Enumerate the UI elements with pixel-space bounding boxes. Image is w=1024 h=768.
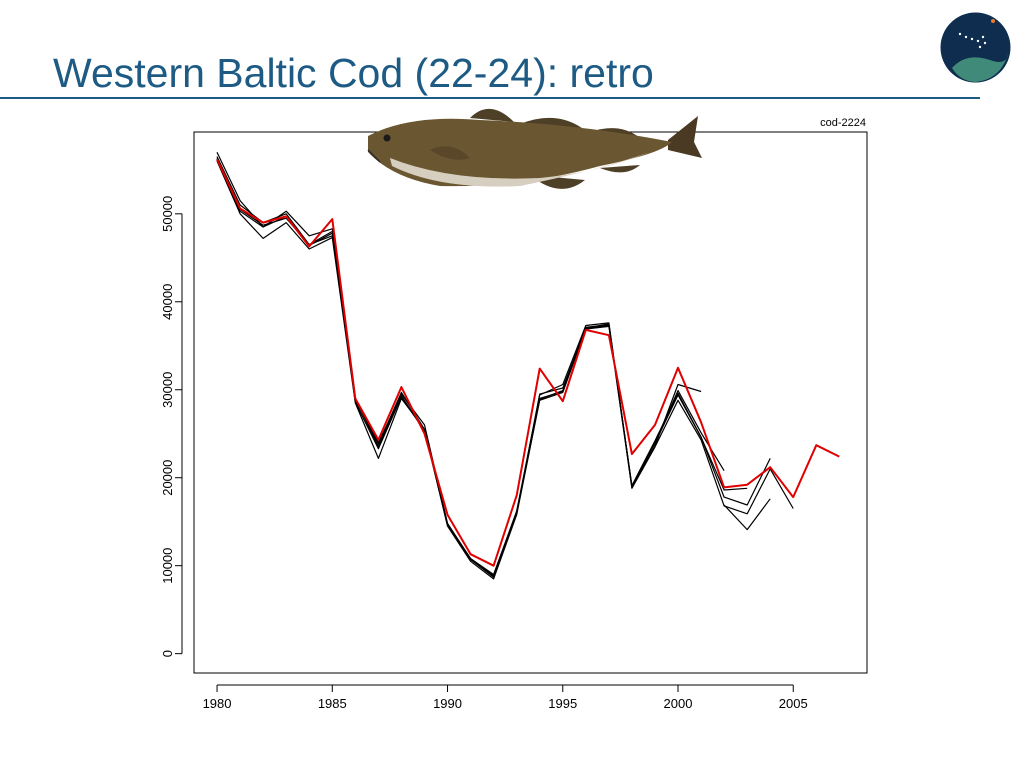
y-tick-label: 50000 [160, 196, 175, 232]
x-tick-label: 1985 [318, 696, 347, 711]
cod-illustration [367, 108, 702, 189]
slide-title: Western Baltic Cod (22-24): retro [53, 50, 654, 96]
x-tick-label: 1990 [433, 696, 462, 711]
chart-tag: cod-2224 [820, 117, 866, 129]
y-axis: 0 10000 20000 30000 40000 50000 [160, 196, 183, 657]
y-tick-label: 0 [160, 650, 175, 657]
series-line-5 [216, 160, 794, 580]
series-line-6 [723, 498, 771, 531]
y-tick-label: 20000 [160, 460, 175, 496]
x-axis: 1980 1985 1990 1995 2000 2005 [203, 684, 808, 711]
series-group [216, 151, 840, 580]
series-line-4 [216, 159, 771, 577]
x-tick-label: 1980 [203, 696, 232, 711]
plot-frame [193, 131, 868, 674]
series-line-1 [216, 151, 702, 578]
series-line-3 [216, 158, 748, 576]
x-tick-label: 1995 [548, 696, 577, 711]
y-tick-label: 30000 [160, 372, 175, 408]
organization-logo [940, 12, 1011, 83]
series-line-7 [216, 158, 840, 567]
y-tick-label: 10000 [160, 548, 175, 584]
x-tick-label: 2000 [664, 696, 693, 711]
x-tick-label: 2005 [779, 696, 808, 711]
title-divider [0, 97, 980, 99]
y-tick-label: 40000 [160, 284, 175, 320]
